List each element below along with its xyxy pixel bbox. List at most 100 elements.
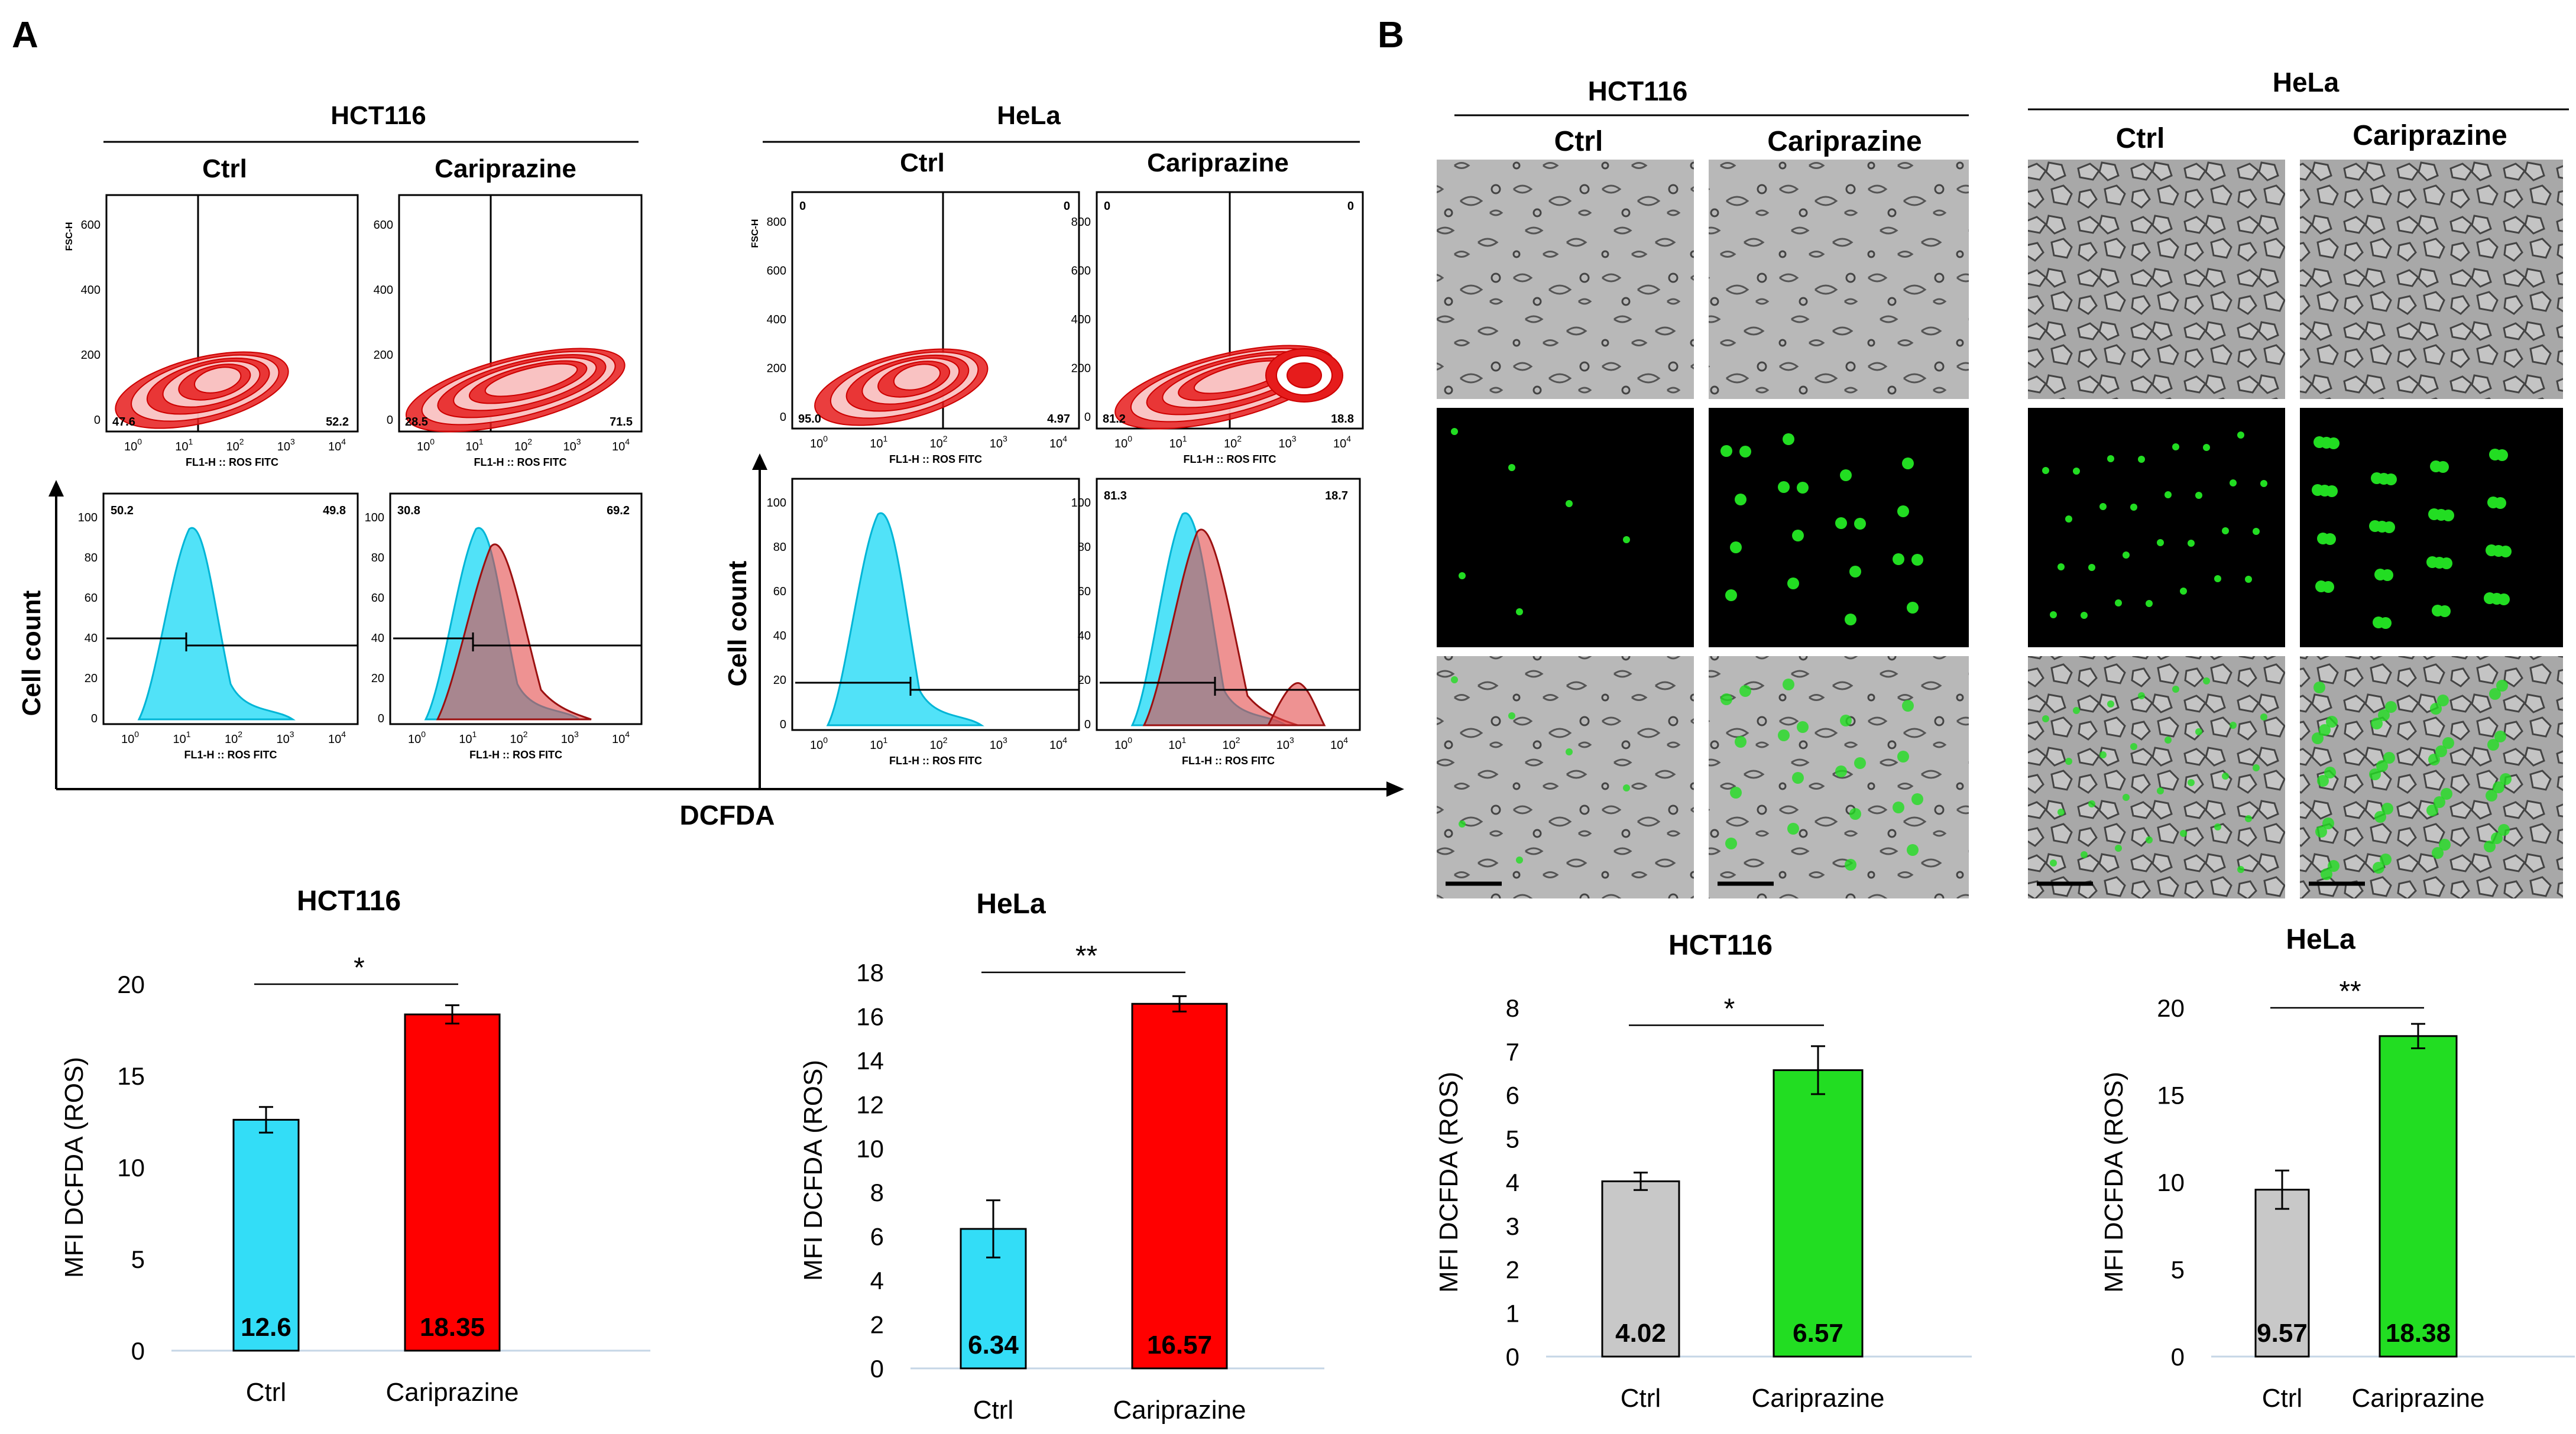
fluorescent-cell [1735,494,1747,505]
fluorescent-cell [2322,817,2334,829]
ytick-label: 15 [2157,1082,2185,1109]
fluorescent-cell [2138,456,2145,463]
fluorescent-cell [2491,832,2503,844]
hist-ytick: 0 [378,712,384,725]
fluorescent-cell [2441,557,2452,569]
fluorescent-cell [2312,732,2324,744]
quadrant-left-value: 81.2 [1103,413,1126,426]
fluorescent-cell [1845,614,1856,625]
xtick-label: 103 [1278,434,1296,450]
category-label: Cariprazine [386,1378,519,1407]
ytick-label: 5 [2171,1256,2185,1284]
bar-chart-0: HCT116 0 5 10 15 20 MFI DCFDA (ROS) 12.6 Ctrl 18.… [60,885,650,1407]
fluorescent-cell [2180,588,2187,595]
fluorescent-cell [2378,709,2390,721]
bar-chart-3: HeLa 0 5 10 15 20 MFI DCFDA (ROS) 9.57 Ctrl 18.38… [2099,924,2575,1413]
hist-ytick: 60 [371,592,384,605]
density-contours [814,348,989,426]
bar-cariprazine [1773,1069,1864,1358]
fluorescent-cell [1739,685,1751,697]
hist-ytick: 40 [85,632,98,645]
flow-cytometry-panel: HCT116 Ctrl Cariprazine HeLa Ctrl Caripr… [17,101,1404,830]
fluorescent-cell [2195,728,2202,735]
axis-label: FL1-H :: ROS FITC [186,456,278,468]
fluorescent-cell [2180,830,2187,837]
fluorescent-cell [2369,768,2381,780]
hist-ytick: 80 [85,551,98,564]
fluorescent-cell [2385,473,2397,485]
fluorescent-cell [1508,712,1515,719]
quadrant-right-value: 71.5 [610,416,633,429]
data-label: 12.6 [241,1313,291,1342]
ytick-label: 1 [1506,1299,1519,1327]
fluorescent-cell [2214,575,2221,582]
quadrant-left-value: 47.6 [112,416,135,429]
density-ytick: 200 [81,349,101,362]
hist-ytick: 80 [1078,541,1091,554]
fluorescent-cell [1835,517,1847,529]
fluorescent-cell [2088,564,2095,571]
fluorescent-cell [1902,458,1914,469]
fluorescent-cell [2146,836,2153,843]
fluorescent-cell [1840,715,1852,726]
panel-label-a: A [12,15,38,56]
xtick-label: 100 [408,729,426,746]
fluorescent-cell [2237,432,2244,439]
fluorescent-cell [2107,700,2114,708]
micro-hct116-ctrl-fluorescence-image [1437,408,1694,647]
hist-ytick: 0 [780,718,786,731]
fluorescent-cell [2222,773,2229,780]
fluorescent-cell [2065,758,2072,765]
ytick-label: 3 [1506,1212,1519,1240]
fluorescent-cell [1849,808,1861,820]
fluorescent-cell [2321,868,2332,880]
fluorescent-cell [2439,605,2451,617]
microscopy-panel: HCT116 Ctrl Cariprazine HeLa Ctrl Caripr… [1437,67,2569,898]
density-ytick: 800 [1071,216,1091,229]
micro-hela-cariprazine-merged-image [2300,656,2563,898]
bar-ctrl [2254,1189,2310,1358]
axis-label: FL1-H :: ROS FITC [1182,755,1275,767]
gate-left-value: 81.3 [1104,489,1127,502]
gate-right-value: 49.8 [323,504,346,517]
micro-hela-caripr-label: Cariprazine [2353,120,2507,151]
bar-chart-1: HeLa 0 2 4 6 8 10 12 14 16 18 MFI DCFDA (ROS) 6.34 Ct… [799,888,1324,1425]
bar-chart-2: HCT116 0 1 2 3 4 5 6 7 8 MFI DCFDA (ROS) 4.02 Ctrl 6.… [1434,930,1972,1413]
fluorescent-cell [2245,576,2252,583]
data-label: 6.34 [968,1331,1019,1360]
axis-label: FL1-H :: ROS FITC [184,749,277,761]
fluorescent-cell [2315,826,2327,838]
fluorescent-cell [2188,779,2195,786]
ytick-label: 8 [870,1179,884,1206]
fluorescent-cell [1792,530,1804,541]
ytick-label: 8 [1506,994,1519,1022]
xtick-label: 100 [1114,434,1132,450]
fluorescent-cell [2253,764,2260,771]
fluorescent-cell [1778,729,1790,741]
gate-left-value: 50.2 [111,504,134,517]
category-label: Ctrl [973,1396,1013,1425]
ytick-label: 6 [1506,1082,1519,1109]
hist-ytick: 40 [1078,630,1091,643]
fluorescent-cell [2245,815,2252,822]
xtick-label: 103 [561,729,579,746]
fluorescent-cell [1849,566,1861,578]
ytick-label: 12 [856,1091,884,1118]
bar-cariprazine [2379,1035,2458,1358]
fluorescent-cell [1854,757,1866,769]
xtick-label: 101 [870,434,887,450]
micro-hct116-title: HCT116 [1588,76,1688,106]
fluorescent-cell [1907,844,1919,856]
fluorescent-cell [2050,611,2057,618]
quadrant-right-value: 4.97 [1047,413,1070,426]
fluorescent-cell [2081,612,2088,619]
fluorescent-cell [2494,731,2506,742]
fluorescent-cell [2496,680,2508,692]
hist-ytick: 100 [767,497,786,510]
axis-label: FL1-H :: ROS FITC [474,456,567,468]
density-contours [1114,345,1343,430]
hist-ytick: 20 [1078,674,1091,687]
fluorescent-cell [2057,563,2065,570]
xtick-label: 102 [226,437,244,453]
